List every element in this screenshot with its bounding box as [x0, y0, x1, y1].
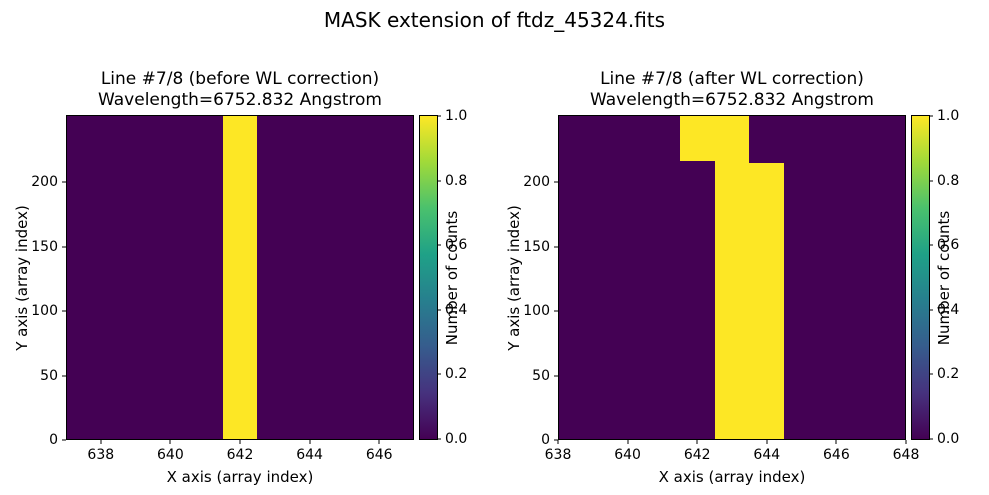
y-tick-label: 150 — [31, 238, 58, 255]
heatmap-plot-area — [558, 115, 906, 440]
x-tick-label: 646 — [365, 447, 393, 463]
y-tick-mark — [62, 375, 66, 377]
subplot-title: Line #7/8 (after WL correction) Waveleng… — [590, 69, 874, 111]
x-tick-label: 648 — [892, 447, 920, 463]
subplot-title: Line #7/8 (before WL correction) Wavelen… — [98, 69, 382, 111]
colorbar-tick-label: 1.0 — [445, 108, 468, 124]
mask-region — [749, 163, 784, 439]
colorbar-tick-mark — [437, 244, 441, 246]
y-tick-mark — [62, 246, 66, 248]
y-tick-label: 0 — [49, 432, 58, 448]
colorbar-tick-label: 0.0 — [445, 431, 468, 447]
x-tick-mark — [239, 440, 241, 444]
x-tick-label: 642 — [683, 447, 711, 463]
x-axis-label: X axis (array index) — [658, 468, 806, 486]
y-tick-label: 150 — [523, 238, 550, 255]
colorbar-tick-label: 0.4 — [937, 301, 960, 318]
x-tick-mark — [627, 440, 629, 444]
y-tick-label: 200 — [523, 174, 550, 191]
x-tick-mark — [766, 440, 768, 444]
colorbar-label: Number of counts — [443, 210, 462, 345]
subplot-title-line2: Wavelength=6752.832 Angstrom — [98, 90, 382, 110]
x-tick-label: 640 — [157, 447, 184, 463]
x-tick-label: 644 — [296, 447, 323, 463]
y-tick-label: 0 — [541, 432, 550, 448]
x-tick-mark — [169, 440, 171, 444]
y-tick-mark — [62, 181, 66, 183]
y-tick-label: 200 — [31, 174, 58, 191]
colorbar-tick-label: 0.6 — [445, 237, 468, 254]
colorbar-tick-mark — [437, 180, 441, 182]
y-tick-label: 50 — [532, 367, 550, 384]
y-axis-label: Y axis (array index) — [505, 204, 523, 351]
colorbar-tick-mark — [929, 373, 933, 375]
x-tick-label: 638 — [87, 447, 115, 463]
subplot-before-wl-correction: Line #7/8 (before WL correction) Wavelen… — [13, 69, 467, 486]
colorbar-label-box: Number of counts — [935, 115, 954, 440]
y-tick-mark — [554, 439, 558, 441]
y-tick-mark — [62, 439, 66, 441]
y-axis-label-box: Y axis (array index) — [505, 115, 523, 440]
colorbar-tick-label: 0.2 — [445, 366, 468, 383]
x-tick-mark — [557, 440, 559, 444]
colorbar-label: Number of counts — [935, 210, 954, 345]
x-tick-label: 640 — [614, 447, 641, 463]
y-tick-mark — [62, 310, 66, 312]
colorbar-tick-mark — [929, 244, 933, 246]
colorbar-tick-label: 0.6 — [937, 237, 960, 254]
x-axis-label: X axis (array index) — [166, 468, 314, 486]
y-axis-label-box: Y axis (array index) — [13, 115, 31, 440]
colorbar-tick-mark — [437, 309, 441, 311]
subplot-title-line1: Line #7/8 (after WL correction) — [600, 69, 864, 89]
colorbar-tick-mark — [929, 180, 933, 182]
x-tick-mark — [100, 440, 102, 444]
y-tick-mark — [554, 246, 558, 248]
x-tick-label: 644 — [753, 447, 781, 463]
x-tick-mark — [835, 440, 837, 444]
y-tick-mark — [554, 375, 558, 377]
colorbar: 0.0 0.2 0.4 0.6 0.8 1.0 — [911, 108, 959, 447]
colorbar-tick-label: 0.4 — [445, 301, 468, 318]
x-tick-label: 642 — [226, 447, 254, 463]
heatmap-plot-area — [66, 115, 414, 440]
mask-region — [714, 116, 750, 439]
colorbar-tick-mark — [437, 373, 441, 375]
colorbar-tick-mark — [437, 115, 441, 117]
subplot-title-line1: Line #7/8 (before WL correction) — [100, 69, 380, 89]
colorbar-tick-label: 0.8 — [937, 172, 960, 189]
y-tick-label: 50 — [40, 367, 58, 384]
subplot-after-wl-correction: Line #7/8 (after WL correction) Waveleng… — [505, 69, 959, 486]
subplot-title-line2: Wavelength=6752.832 Angstrom — [590, 90, 874, 110]
x-tick-mark — [378, 440, 380, 444]
y-tick-mark — [554, 310, 558, 312]
colorbar-tick-label: 1.0 — [937, 108, 960, 124]
colorbar-tick-mark — [437, 438, 441, 440]
colorbar: 0.0 0.2 0.4 0.6 0.8 1.0 — [419, 108, 467, 447]
colorbar-tick-label: 0.8 — [445, 172, 468, 189]
colorbar-tick-label: 0.2 — [937, 366, 960, 383]
x-tick-mark — [696, 440, 698, 444]
mask-region — [222, 116, 258, 439]
colorbar-tick-mark — [929, 438, 933, 440]
y-axis-label: Y axis (array index) — [13, 204, 31, 351]
y-tick-label: 100 — [523, 303, 550, 320]
x-tick-mark — [309, 440, 311, 444]
mask-region — [680, 116, 715, 161]
figure-title: MASK extension of ftdz_45324.fits — [323, 8, 666, 32]
y-tick-label: 100 — [31, 303, 58, 320]
colorbar-tick-label: 0.0 — [937, 431, 960, 447]
x-tick-label: 638 — [544, 447, 572, 463]
colorbar-label-box: Number of counts — [443, 115, 462, 440]
x-tick-mark — [905, 440, 907, 444]
colorbar-tick-mark — [929, 115, 933, 117]
colorbar-tick-mark — [929, 309, 933, 311]
x-tick-label: 646 — [823, 447, 850, 463]
y-tick-mark — [554, 181, 558, 183]
